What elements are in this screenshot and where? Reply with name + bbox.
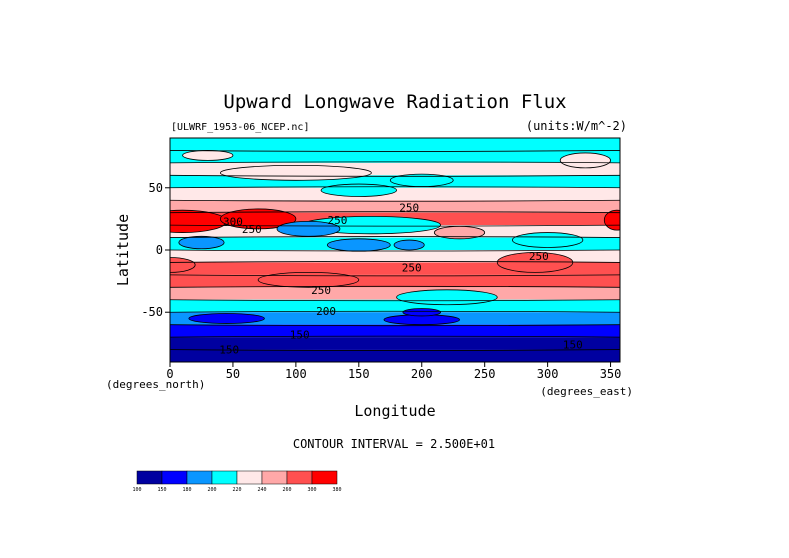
y-axis-ticks: 50 0 -50: [141, 181, 170, 319]
y-axis-title: Latitude: [114, 214, 132, 286]
colorbar-label: 220: [232, 487, 241, 493]
colorbar-swatch: [236, 470, 263, 485]
x-tick-label: 250: [474, 367, 496, 381]
colorbar: 100 150 180 200 220 240 260 300 380: [132, 470, 342, 493]
contour-line: [170, 324, 620, 327]
contour-line: [170, 211, 620, 214]
field-band: [170, 349, 620, 362]
y-tick-label: 50: [149, 181, 163, 195]
contour-line: [170, 261, 620, 263]
field-band: [170, 287, 620, 300]
contour-interval-text: CONTOUR INTERVAL = 2.500E+01: [293, 437, 495, 451]
contour-label: 250: [242, 223, 262, 236]
contour-label: 250: [327, 214, 347, 227]
contour-line: [170, 224, 620, 227]
y-unit-label: (degrees_north): [106, 378, 205, 391]
contour-label: 150: [563, 339, 583, 352]
field-band: [170, 274, 620, 288]
field-anomaly: [326, 238, 391, 252]
x-tick-label: 350: [600, 367, 622, 381]
field-anomaly: [603, 209, 620, 231]
x-tick-label: 150: [348, 367, 370, 381]
x-tick-label: 50: [226, 367, 240, 381]
contour-label: 250: [402, 261, 422, 274]
contour-label: 300: [223, 215, 243, 228]
contour-line: [170, 299, 620, 302]
field-anomaly: [219, 164, 372, 181]
colorbar-label: 260: [282, 487, 291, 493]
contour-label: 250: [399, 202, 419, 215]
contour-label: 250: [529, 250, 549, 263]
colorbar-label: 150: [157, 487, 166, 493]
field-anomaly: [219, 208, 297, 230]
contour-line: [170, 161, 620, 164]
field-anomaly: [559, 152, 611, 169]
field-anomaly: [170, 209, 228, 233]
field-band: [170, 324, 620, 338]
colorbar-label: 180: [182, 487, 191, 493]
contour-label: 200: [316, 305, 336, 318]
colorbar-swatch: [136, 470, 163, 485]
field-anomaly: [188, 313, 265, 324]
colorbar-swatch: [311, 470, 338, 485]
colorbar-swatch: [211, 470, 238, 485]
plot-area: [169, 137, 621, 363]
y-tick-label: 0: [156, 243, 163, 257]
field-band: [170, 187, 620, 201]
field-anomaly: [320, 183, 397, 197]
colorbar-swatch: [161, 470, 188, 485]
contour-line: [170, 249, 620, 252]
colorbar-label: 380: [332, 487, 341, 493]
contour-line: [170, 199, 620, 202]
chart-title: Upward Longwave Radiation Flux: [223, 91, 566, 113]
contour-line: [170, 274, 620, 277]
field-band: [170, 299, 620, 313]
field-band: [170, 337, 620, 350]
x-unit-label: (degrees_east): [540, 385, 633, 398]
x-tick-label: 300: [537, 367, 559, 381]
y-tick-label: -50: [141, 305, 163, 319]
contour-line: [170, 174, 620, 177]
contour-line: [170, 186, 620, 189]
contour-line: [170, 310, 620, 313]
x-axis-ticks: 0 50 100 150 200 250 300 350: [166, 362, 621, 381]
x-tick-label: 200: [411, 367, 433, 381]
contour-line: [170, 285, 620, 288]
colorbar-swatch: [186, 470, 213, 485]
dataset-label: [ULWRF_1953-06_NCEP.nc]: [171, 122, 309, 133]
colorbar-swatch: [261, 470, 288, 485]
colorbar-label: 100: [132, 487, 141, 493]
field-band: [170, 150, 620, 163]
field-anomaly: [402, 308, 442, 317]
field-anomaly: [178, 235, 225, 250]
field-anomaly: [393, 239, 425, 251]
x-tick-label: 100: [285, 367, 307, 381]
field-band: [170, 200, 620, 213]
field-anomaly: [182, 150, 234, 161]
field-anomaly: [257, 271, 360, 288]
colorbar-label: 300: [307, 487, 316, 493]
x-tick-label: 0: [166, 367, 173, 381]
contour-line: [170, 236, 620, 238]
contour-label: 250: [311, 284, 331, 297]
contour-line: [170, 150, 620, 152]
contour-label: 150: [219, 344, 239, 357]
units-label: (units:W/m^-2): [526, 119, 627, 133]
contour-line: [170, 349, 620, 351]
contour-label: 150: [290, 329, 310, 342]
field-band: [170, 138, 620, 151]
field-anomaly: [511, 232, 584, 248]
colorbar-label: 200: [207, 487, 216, 493]
x-axis-title: Longitude: [354, 402, 435, 420]
field-anomaly: [396, 289, 498, 306]
colorbar-swatch: [286, 470, 313, 485]
colorbar-label: 240: [257, 487, 266, 493]
contour-line: [170, 335, 620, 338]
